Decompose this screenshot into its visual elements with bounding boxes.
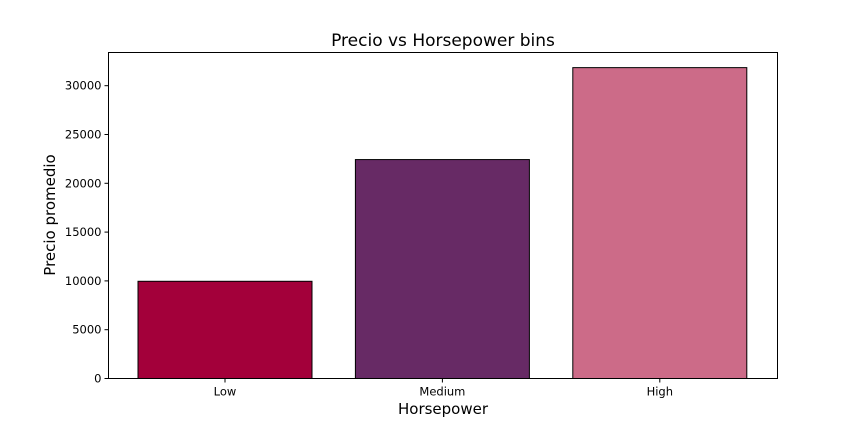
y-tick-label: 25000 bbox=[65, 127, 102, 141]
y-tick-label: 15000 bbox=[65, 225, 102, 239]
y-tick-label: 0 bbox=[94, 372, 101, 386]
chart-title: Precio vs Horsepower bins bbox=[331, 31, 555, 51]
y-tick-label: 5000 bbox=[72, 323, 101, 337]
bar-medium bbox=[354, 159, 530, 379]
x-tick-label: Medium bbox=[419, 385, 465, 399]
x-axis-ticks: Low Medium High bbox=[214, 378, 673, 399]
plot-frame bbox=[108, 52, 778, 379]
y-tick-label: 10000 bbox=[65, 274, 102, 288]
y-axis-label: Precio promedio bbox=[41, 154, 59, 275]
x-axis-label: Horsepower bbox=[398, 400, 489, 418]
bar-high bbox=[572, 67, 748, 379]
y-tick-label: 20000 bbox=[65, 176, 102, 190]
y-tick-label: 30000 bbox=[65, 79, 102, 93]
x-tick-label: High bbox=[647, 385, 673, 399]
bar-low bbox=[137, 280, 313, 379]
x-tick-label: Low bbox=[214, 385, 237, 399]
y-axis-ticks: 0 5000 10000 15000 20000 25000 30000 bbox=[65, 79, 109, 386]
bars-group bbox=[137, 67, 748, 379]
